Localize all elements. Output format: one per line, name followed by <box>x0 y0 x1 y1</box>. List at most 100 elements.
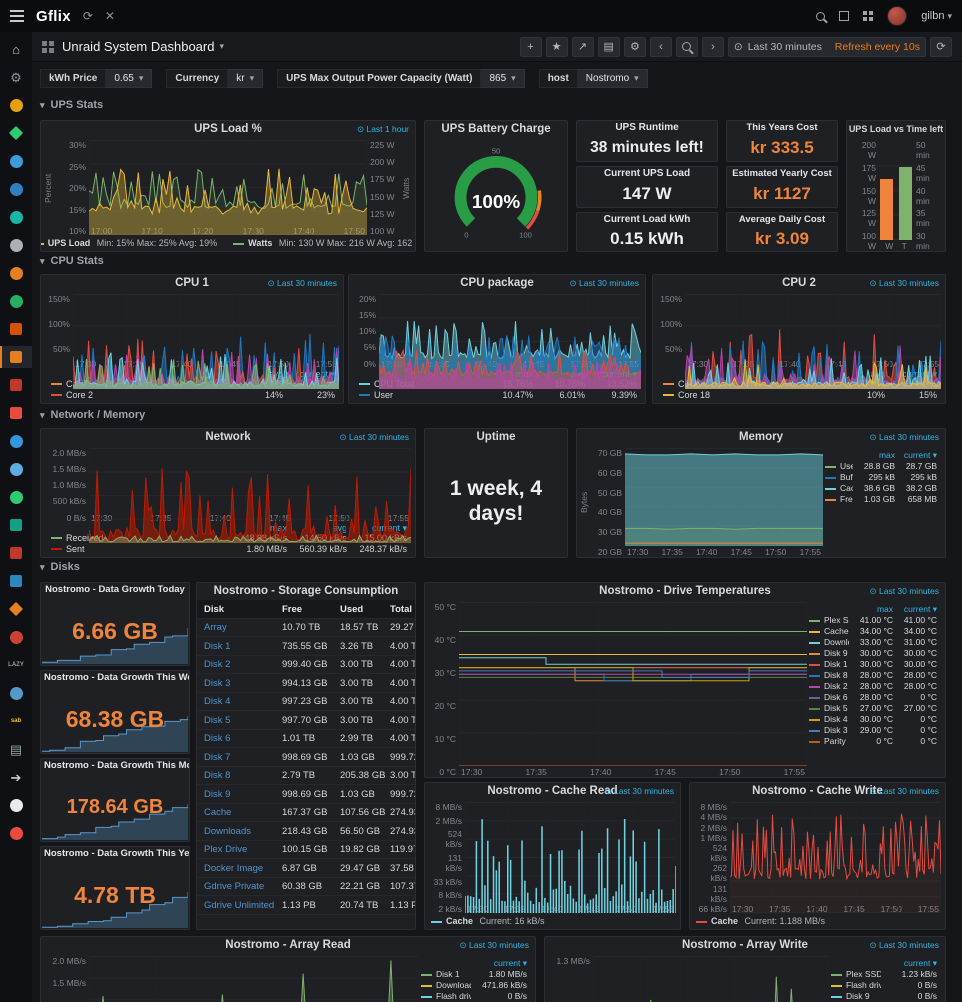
cpu1-chart[interactable] <box>73 294 339 389</box>
row-header-disks[interactable]: ▾ Disks <box>40 561 80 573</box>
sidebar-logout-icon[interactable]: ➔ <box>0 766 32 788</box>
time-badge[interactable]: Last 30 minutes <box>870 786 939 797</box>
time-badge[interactable]: Last 30 minutes <box>870 586 939 597</box>
panel-title[interactable]: Nostromo - Cache Write <box>752 785 883 797</box>
panel-title[interactable]: UPS Battery Charge <box>441 123 551 135</box>
time-picker[interactable]: ⊙ Last 30 minutes Refresh every 10s <box>727 36 926 57</box>
panel-title[interactable]: CPU 2 <box>782 277 816 289</box>
legend-row[interactable]: Downloads471.86 kB/s <box>421 980 527 991</box>
avatar[interactable] <box>887 6 908 26</box>
legend-row[interactable]: Disk 3 29.00 °C 0 °C <box>809 725 937 736</box>
panel-title[interactable]: Nostromo - Data Growth This Month <box>44 760 189 771</box>
legend-header[interactable]: current ▾ <box>903 958 937 968</box>
dashboard-picker-icon[interactable] <box>42 40 54 53</box>
row-header-ups-stats[interactable]: ▾ UPS Stats <box>40 99 103 111</box>
sidebar-search-app-icon[interactable] <box>0 206 32 228</box>
sidebar-cloud-icon[interactable] <box>0 178 32 200</box>
sidebar-app-blue-square-icon[interactable] <box>0 570 32 592</box>
panel-title[interactable]: Network <box>205 431 251 443</box>
array-write-chart[interactable] <box>593 956 829 1002</box>
sidebar-home-icon[interactable]: ⌂ <box>0 38 32 60</box>
legend-row[interactable]: Disk 2 28.00 °C 28.00 °C <box>809 681 937 692</box>
panel-title[interactable]: Average Daily Cost <box>738 214 826 225</box>
legend-row[interactable]: Disk 1 1.80 MB/s <box>421 969 527 980</box>
variable-host[interactable]: host Nostromo ▾ <box>538 69 648 88</box>
refresh-dashboard-button[interactable]: ⟳ <box>930 36 952 57</box>
time-back-button[interactable]: ‹ <box>649 36 672 57</box>
legend-row[interactable]: Disk 8 28.00 °C 28.00 °C <box>809 670 937 681</box>
row-header-cpu-stats[interactable]: ▾ CPU Stats <box>40 255 104 267</box>
sidebar-equalizer-icon[interactable] <box>0 542 32 564</box>
cpu-package-chart[interactable] <box>379 294 641 389</box>
panel-title[interactable]: CPU package <box>460 277 534 289</box>
panel-title[interactable]: This Years Cost <box>746 122 818 133</box>
sidebar-lazy-librarian-icon[interactable]: LAZY <box>0 654 32 676</box>
legend-row[interactable]: Plex SSD 1.23 kB/s <box>831 969 937 980</box>
panel-title[interactable]: Nostromo - Array Read <box>225 939 351 951</box>
sidebar-eye-icon[interactable] <box>0 430 32 452</box>
time-badge[interactable]: Last 1 hour <box>357 124 409 135</box>
sidebar-stack-icon[interactable] <box>0 514 32 536</box>
sidebar-water-drop-icon[interactable] <box>0 458 32 480</box>
legend-row[interactable]: CPU Total 16.76% 10.76% 13.52% <box>359 379 637 390</box>
legend-row[interactable]: Sent 1.80 MB/s 560.39 kB/s 248.37 kB/s <box>51 544 407 555</box>
legend-item[interactable]: UPS Load Min: 15% Max: 25% Avg: 19% <box>41 238 217 248</box>
network-chart[interactable] <box>89 448 411 543</box>
time-badge[interactable]: Last 30 minutes <box>870 278 939 289</box>
legend-row[interactable]: Downloads33.00 °C31.00 °C <box>809 637 937 648</box>
dashboard-title[interactable]: Unraid System Dashboard ▾ <box>62 39 224 54</box>
row-header-network-memory[interactable]: ▾ Network / Memory <box>40 409 145 421</box>
time-forward-button[interactable]: › <box>701 36 724 57</box>
legend-row[interactable]: Parity 0 °C 0 °C <box>809 736 937 747</box>
legend-item[interactable]: Watts Min: 130 W Max: 216 W Avg: 162 W <box>233 238 415 248</box>
sidebar-flame-icon[interactable] <box>0 598 32 620</box>
share-dashboard-button[interactable]: ↗ <box>571 36 594 57</box>
sidebar-app-green-2-icon[interactable] <box>0 486 32 508</box>
panel-title[interactable]: Current UPS Load <box>603 168 691 179</box>
panel-title[interactable]: Nostromo - Storage Consumption <box>213 585 399 597</box>
panel-title[interactable]: Nostromo - Array Write <box>682 939 808 951</box>
time-badge[interactable]: Last 30 minutes <box>870 940 939 951</box>
sidebar-app-orange-dot-icon[interactable] <box>0 262 32 284</box>
legend-row[interactable]: Flash drive0 B/s <box>421 991 527 1002</box>
legend-row[interactable]: Disk 6 28.00 °C 0 °C <box>809 692 937 703</box>
cpu2-chart[interactable] <box>685 294 941 389</box>
sidebar-user-app-icon[interactable] <box>0 234 32 256</box>
save-dashboard-button[interactable]: ▤ <box>597 36 620 57</box>
legend-row[interactable]: Core 2 14% 23% <box>51 390 335 401</box>
zoom-out-button[interactable] <box>675 36 698 57</box>
ups-load-vs-time-chart[interactable] <box>879 142 913 240</box>
star-dashboard-button[interactable]: ★ <box>545 36 568 57</box>
time-badge[interactable]: Last 30 minutes <box>870 432 939 443</box>
cache-read-chart[interactable] <box>465 802 676 913</box>
time-badge[interactable]: Last 30 minutes <box>605 786 674 797</box>
sidebar-app-blue-dot-icon[interactable] <box>0 150 32 172</box>
search-icon[interactable] <box>816 11 826 21</box>
legend-row[interactable]: Flash drive0 B/s <box>831 980 937 991</box>
add-panel-button[interactable]: + <box>519 36 542 57</box>
panel-title[interactable]: Nostromo - Drive Temperatures <box>599 585 771 597</box>
panel-title[interactable]: UPS Load % <box>194 123 262 135</box>
variable-ups-max-output[interactable]: UPS Max Output Power Capacity (Watt) 865 ▾ <box>277 69 525 88</box>
legend-header[interactable]: current ▾ <box>493 958 527 968</box>
fullscreen-icon[interactable] <box>839 11 850 21</box>
legend-row[interactable]: Disk 4 30.00 °C 0 °C <box>809 714 937 725</box>
sidebar-github-icon[interactable] <box>0 794 32 816</box>
time-badge[interactable]: Last 30 minutes <box>570 278 639 289</box>
legend-row[interactable]: User 10.47% 6.01% 9.39% <box>359 390 637 401</box>
legend-row[interactable]: Plex SSD41.00 °C41.00 °C <box>809 615 937 626</box>
panel-title[interactable]: Memory <box>738 431 784 443</box>
dashboard-settings-button[interactable]: ⚙ <box>623 36 646 57</box>
time-badge[interactable]: Last 30 minutes <box>460 940 529 951</box>
legend-header[interactable]: max avg current ▾ <box>515 368 637 379</box>
legend-item[interactable]: Cache Current: 1.188 MB/s <box>696 916 825 926</box>
close-icon[interactable]: ✕ <box>104 9 115 23</box>
array-read-chart[interactable] <box>89 956 419 1002</box>
sidebar-app-red-grid-icon[interactable] <box>0 402 32 424</box>
panel-title[interactable]: UPS Runtime <box>615 122 679 133</box>
panel-title[interactable]: Current Load kWh <box>603 214 691 225</box>
panel-title[interactable]: CPU 1 <box>175 277 209 289</box>
